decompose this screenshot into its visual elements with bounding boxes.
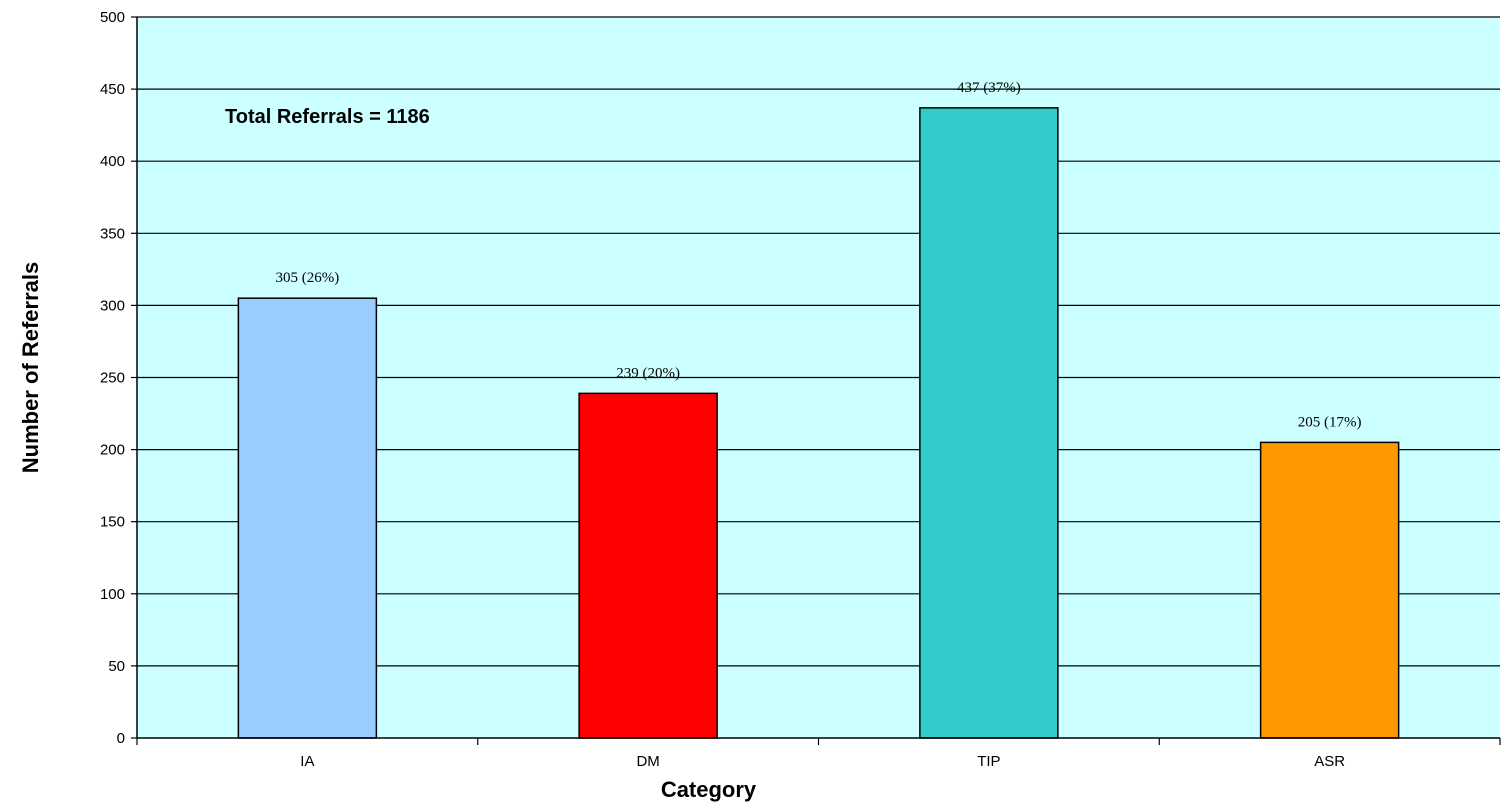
y-tick-label: 450 <box>100 81 125 98</box>
total-referrals-annotation: Total Referrals = 1186 <box>225 106 430 128</box>
x-tick-label-tip: TIP <box>977 753 1000 770</box>
y-tick-label: 100 <box>100 586 125 603</box>
y-tick-label: 0 <box>117 730 125 747</box>
axes <box>131 16 1501 745</box>
bar-ia <box>237 297 378 739</box>
bar-asr <box>1259 441 1400 739</box>
data-label-ia: 305 (26%) <box>276 270 340 286</box>
y-tick-label: 400 <box>100 153 125 170</box>
y-tick-label: 50 <box>108 658 125 675</box>
data-label-tip: 437 (37%) <box>957 80 1021 96</box>
y-tick-label: 350 <box>100 225 125 242</box>
x-axis-title: Category <box>661 777 757 802</box>
x-tick-label-asr: ASR <box>1314 753 1345 770</box>
y-tick-label: 150 <box>100 514 125 531</box>
x-tick-label-dm: DM <box>636 753 659 770</box>
bar-tip <box>919 107 1059 739</box>
x-tick-label-ia: IA <box>300 753 314 770</box>
labels: 0 50 100 150 200 250 300 350 400 450 500 305 (26%) I… <box>100 9 1362 770</box>
data-label-asr: 205 (17%) <box>1298 414 1362 430</box>
y-tick-label: 500 <box>100 9 125 26</box>
y-tick-label: 200 <box>100 442 125 459</box>
y-tick-label: 300 <box>100 297 125 314</box>
y-tick-label: 250 <box>100 370 125 387</box>
data-label-dm: 239 (20%) <box>616 365 680 381</box>
bars <box>237 107 1400 739</box>
y-axis-title: Number of Referrals <box>18 262 43 474</box>
bar-dm <box>578 392 718 739</box>
